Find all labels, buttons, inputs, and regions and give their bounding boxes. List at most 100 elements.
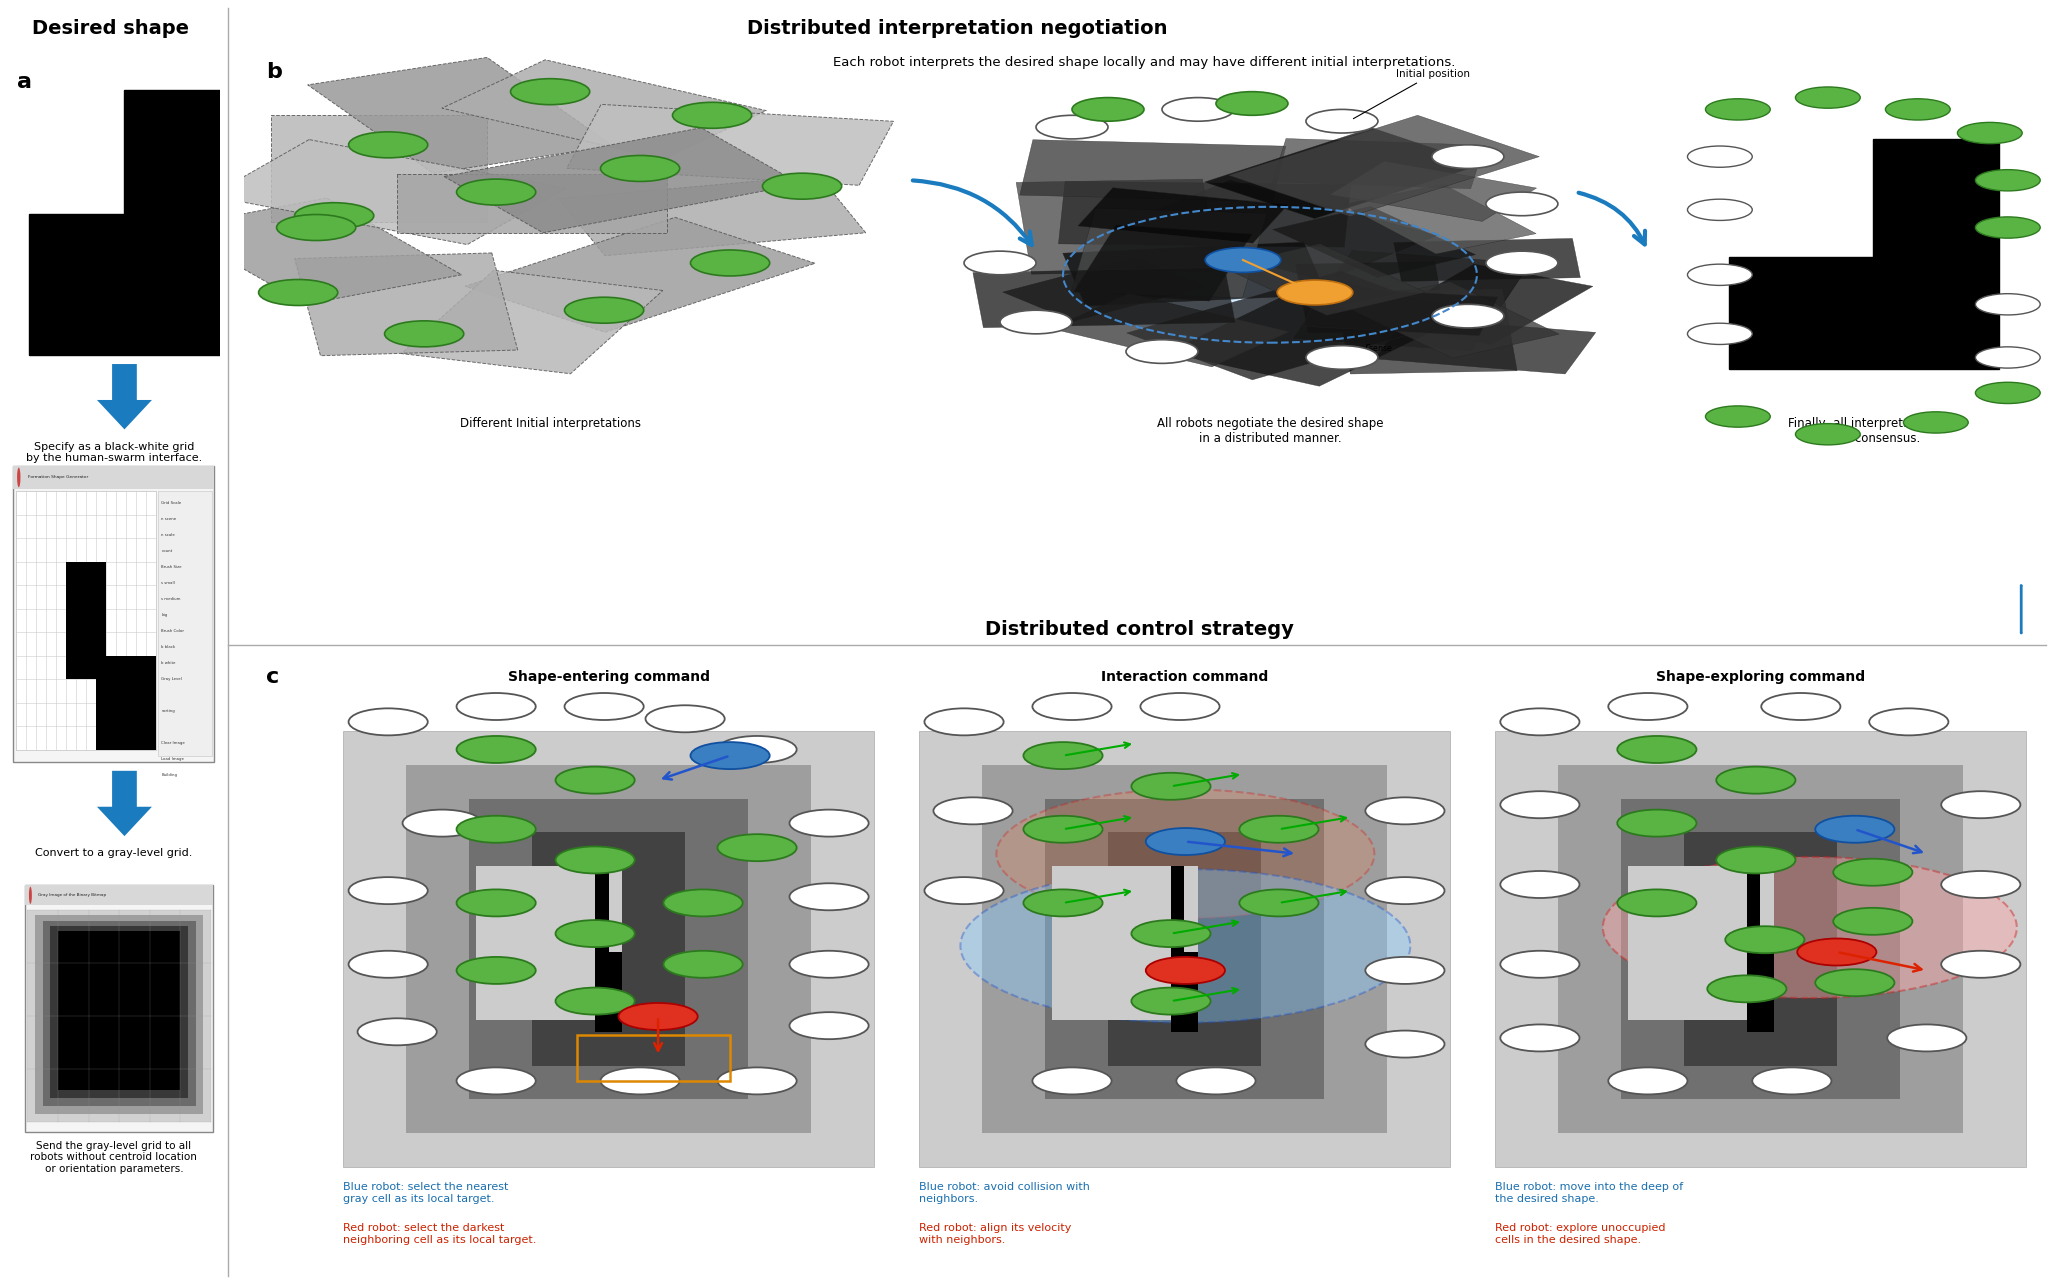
FancyBboxPatch shape: [1557, 765, 1964, 1132]
Polygon shape: [566, 104, 893, 185]
Circle shape: [1941, 871, 2021, 898]
FancyBboxPatch shape: [96, 656, 107, 679]
FancyBboxPatch shape: [146, 727, 156, 750]
Circle shape: [964, 252, 1036, 275]
Circle shape: [295, 203, 373, 229]
Polygon shape: [1016, 178, 1217, 275]
Circle shape: [277, 214, 355, 240]
Polygon shape: [1344, 281, 1560, 358]
Circle shape: [1832, 908, 1912, 935]
Circle shape: [790, 810, 868, 837]
FancyBboxPatch shape: [146, 702, 156, 727]
Circle shape: [1131, 987, 1211, 1014]
Circle shape: [1904, 412, 1968, 433]
Circle shape: [1941, 950, 2021, 978]
FancyBboxPatch shape: [1761, 867, 1773, 953]
Circle shape: [29, 887, 33, 904]
FancyBboxPatch shape: [1108, 832, 1262, 1066]
Circle shape: [1432, 145, 1504, 168]
Text: a: a: [16, 72, 31, 92]
Circle shape: [1145, 828, 1225, 855]
Circle shape: [1432, 304, 1504, 327]
Text: n scale: n scale: [162, 533, 174, 537]
Polygon shape: [295, 253, 517, 356]
Circle shape: [1365, 957, 1445, 984]
FancyBboxPatch shape: [16, 490, 156, 750]
Circle shape: [1617, 810, 1697, 837]
Circle shape: [1032, 1067, 1112, 1094]
FancyBboxPatch shape: [125, 656, 135, 679]
FancyBboxPatch shape: [66, 586, 76, 609]
Circle shape: [1687, 199, 1752, 221]
Text: count: count: [162, 550, 172, 553]
Circle shape: [384, 321, 464, 347]
FancyBboxPatch shape: [146, 679, 156, 702]
FancyBboxPatch shape: [125, 727, 135, 750]
Polygon shape: [1168, 277, 1473, 386]
Polygon shape: [441, 60, 765, 159]
FancyBboxPatch shape: [1627, 867, 1773, 1019]
Circle shape: [402, 810, 482, 837]
Circle shape: [1036, 116, 1108, 139]
Circle shape: [1024, 742, 1102, 769]
Text: Gray Level: Gray Level: [162, 677, 183, 681]
Text: $r_\mathrm{sense}$: $r_\mathrm{sense}$: [1363, 342, 1393, 353]
Circle shape: [357, 1018, 437, 1045]
FancyBboxPatch shape: [135, 727, 146, 750]
Text: Blue robot: select the nearest
gray cell as its local target.: Blue robot: select the nearest gray cell…: [343, 1183, 509, 1204]
FancyBboxPatch shape: [135, 679, 146, 702]
FancyBboxPatch shape: [96, 727, 107, 750]
Circle shape: [601, 155, 679, 181]
Circle shape: [16, 467, 21, 488]
Circle shape: [556, 767, 634, 794]
Polygon shape: [1293, 250, 1531, 351]
Circle shape: [1715, 767, 1796, 794]
FancyBboxPatch shape: [595, 953, 622, 1032]
Polygon shape: [1221, 244, 1426, 316]
Polygon shape: [1373, 265, 1592, 345]
Polygon shape: [1342, 185, 1537, 254]
Circle shape: [1305, 345, 1379, 370]
Polygon shape: [1303, 288, 1498, 335]
Circle shape: [960, 869, 1410, 1022]
FancyBboxPatch shape: [1053, 867, 1198, 1019]
Circle shape: [1617, 890, 1697, 917]
FancyBboxPatch shape: [86, 609, 96, 632]
Circle shape: [718, 835, 796, 862]
Circle shape: [1869, 709, 1949, 736]
Circle shape: [1205, 248, 1280, 272]
Polygon shape: [443, 128, 800, 232]
FancyBboxPatch shape: [96, 702, 107, 727]
Polygon shape: [1229, 116, 1539, 217]
Circle shape: [1726, 926, 1804, 953]
FancyBboxPatch shape: [107, 656, 117, 679]
Text: Building: Building: [162, 773, 176, 777]
Circle shape: [1276, 280, 1352, 304]
FancyBboxPatch shape: [564, 867, 622, 975]
Circle shape: [1976, 294, 2040, 315]
Polygon shape: [1393, 239, 1580, 281]
Circle shape: [663, 950, 743, 978]
Text: Blue robot: avoid collision with
neighbors.: Blue robot: avoid collision with neighbo…: [919, 1183, 1090, 1204]
Circle shape: [349, 877, 427, 904]
Circle shape: [259, 280, 339, 306]
Text: Finally, all interpretations
reach a consensus.: Finally, all interpretations reach a con…: [1787, 416, 1939, 444]
Polygon shape: [29, 90, 220, 356]
Polygon shape: [1071, 208, 1266, 298]
FancyBboxPatch shape: [14, 466, 213, 488]
FancyBboxPatch shape: [66, 561, 76, 586]
FancyBboxPatch shape: [135, 702, 146, 727]
FancyBboxPatch shape: [1746, 953, 1773, 1032]
Circle shape: [1976, 347, 2040, 369]
Circle shape: [997, 790, 1375, 918]
Text: c: c: [267, 666, 279, 687]
FancyBboxPatch shape: [107, 702, 117, 727]
FancyBboxPatch shape: [1715, 867, 1773, 975]
Circle shape: [1032, 693, 1112, 720]
Text: sorting: sorting: [162, 709, 174, 713]
FancyBboxPatch shape: [66, 656, 76, 679]
Circle shape: [1715, 846, 1796, 873]
FancyBboxPatch shape: [35, 915, 203, 1115]
Text: b: b: [267, 62, 281, 82]
FancyBboxPatch shape: [76, 561, 86, 586]
